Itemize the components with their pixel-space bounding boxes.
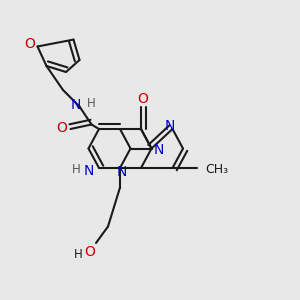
Text: H: H [74, 248, 82, 262]
Text: O: O [56, 121, 67, 134]
Text: CH₃: CH₃ [206, 163, 229, 176]
Text: N: N [116, 166, 127, 179]
Text: N: N [83, 164, 94, 178]
Text: O: O [85, 245, 95, 259]
Text: N: N [154, 143, 164, 157]
Text: H: H [87, 97, 96, 110]
Text: N: N [164, 119, 175, 133]
Text: H: H [72, 163, 81, 176]
Text: O: O [25, 37, 35, 50]
Text: O: O [137, 92, 148, 106]
Text: N: N [71, 98, 81, 112]
